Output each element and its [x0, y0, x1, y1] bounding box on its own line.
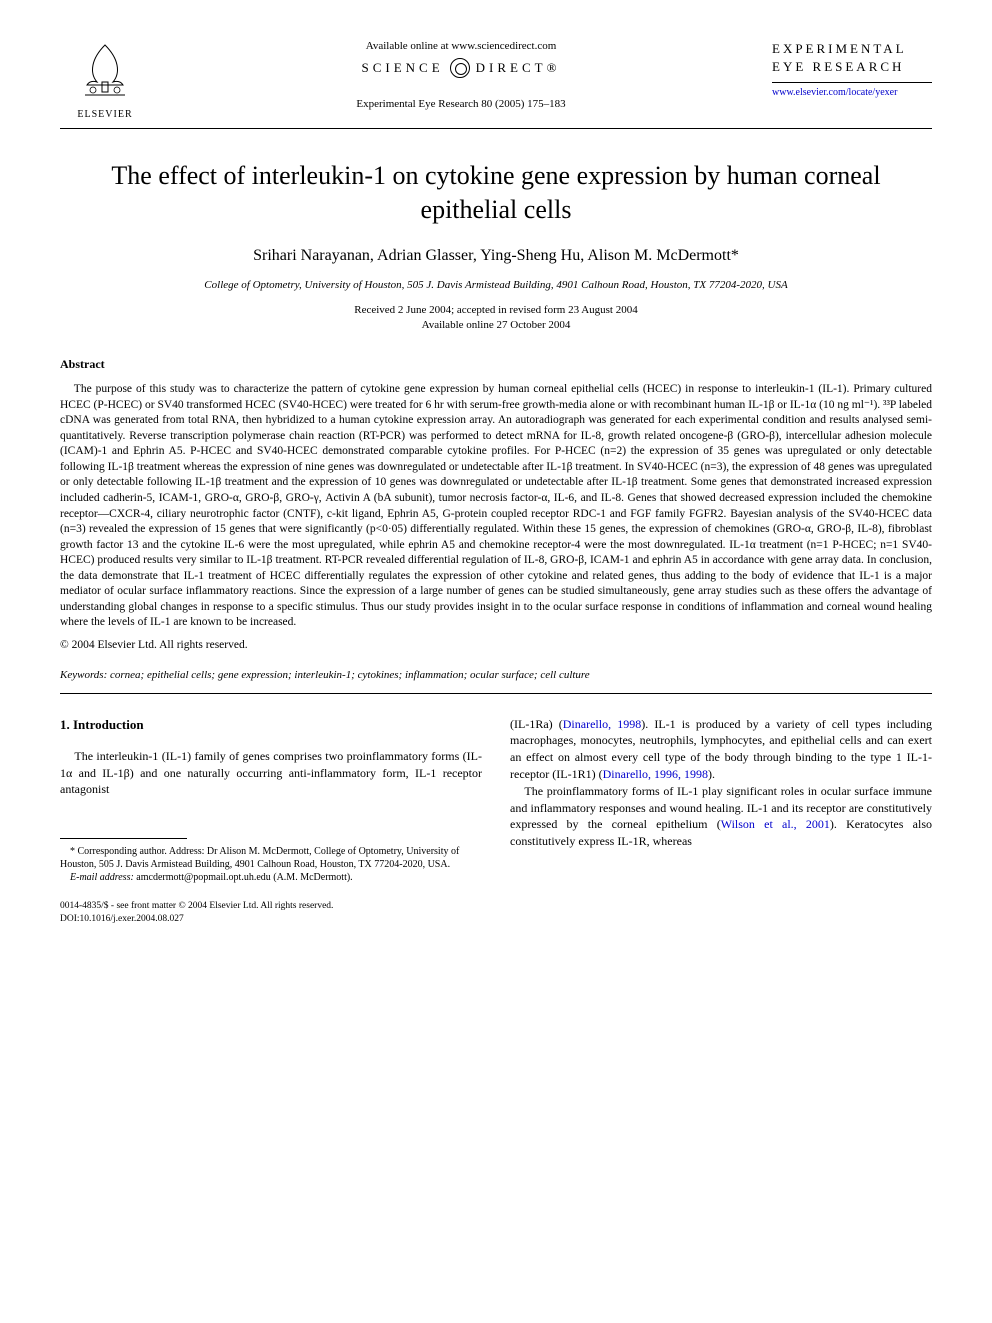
- intro-paragraph-2: The proinflammatory forms of IL-1 play s…: [510, 783, 932, 850]
- citation-link-dinarello-1996-1998[interactable]: Dinarello, 1996, 1998: [603, 767, 708, 781]
- intro-paragraph-1-cont: (IL-1Ra) (Dinarello, 1998). IL-1 is prod…: [510, 716, 932, 783]
- journal-title-line1: EXPERIMENTAL: [772, 40, 932, 58]
- sd-left: SCIENCE: [362, 60, 444, 76]
- left-column: 1. Introduction The interleukin-1 (IL-1)…: [60, 716, 482, 925]
- header-divider: [60, 128, 932, 129]
- article-dates: Received 2 June 2004; accepted in revise…: [60, 303, 932, 334]
- footnote-email: E-mail address: amcdermott@popmail.opt.u…: [60, 871, 482, 884]
- rp1-c: ).: [708, 767, 715, 781]
- citation-link-dinarello-1998[interactable]: Dinarello, 1998: [563, 717, 641, 731]
- issn-line: 0014-4835/$ - see front matter © 2004 El…: [60, 900, 482, 912]
- authors-line: Srihari Narayanan, Adrian Glasser, Ying-…: [60, 247, 932, 265]
- right-column: (IL-1Ra) (Dinarello, 1998). IL-1 is prod…: [510, 716, 932, 925]
- available-online-text: Available online at www.sciencedirect.co…: [150, 40, 772, 52]
- email-label: E-mail address:: [70, 872, 134, 883]
- abstract-divider: [60, 693, 932, 694]
- page-header: ELSEVIER Available online at www.science…: [60, 40, 932, 120]
- footnote-correspondence: * Corresponding author. Address: Dr Alis…: [60, 845, 482, 871]
- keywords-line: Keywords: cornea; epithelial cells; gene…: [60, 669, 932, 681]
- body-columns: 1. Introduction The interleukin-1 (IL-1)…: [60, 716, 932, 925]
- publisher-label: ELSEVIER: [60, 109, 150, 120]
- email-value: amcdermott@popmail.opt.uh.edu (A.M. McDe…: [134, 872, 353, 883]
- journal-title-block: EXPERIMENTAL EYE RESEARCH www.elsevier.c…: [772, 40, 932, 98]
- publisher-logo-block: ELSEVIER: [60, 40, 150, 120]
- footnote-rule: [60, 838, 187, 839]
- sciencedirect-logo: SCIENCE DIRECT®: [362, 58, 561, 78]
- corresponding-author-footnote: * Corresponding author. Address: Dr Alis…: [60, 845, 482, 884]
- citation-link-wilson-2001[interactable]: Wilson et al., 2001: [721, 817, 830, 831]
- keywords-label: Keywords:: [60, 669, 107, 681]
- affiliation: College of Optometry, University of Hous…: [60, 279, 932, 291]
- keywords-text: cornea; epithelial cells; gene expressio…: [107, 669, 589, 681]
- journal-reference: Experimental Eye Research 80 (2005) 175–…: [150, 98, 772, 110]
- rp1-a: (IL-1Ra) (: [510, 717, 563, 731]
- journal-title-line2: EYE RESEARCH: [772, 58, 932, 76]
- journal-title: EXPERIMENTAL EYE RESEARCH: [772, 40, 932, 76]
- journal-homepage-link[interactable]: www.elsevier.com/locate/yexer: [772, 87, 932, 98]
- doi-line: DOI:10.1016/j.exer.2004.08.027: [60, 913, 482, 925]
- center-header: Available online at www.sciencedirect.co…: [150, 40, 772, 110]
- abstract-body: The purpose of this study was to charact…: [60, 382, 932, 630]
- elsevier-tree-icon: [75, 40, 135, 100]
- intro-paragraph-1: The interleukin-1 (IL-1) family of genes…: [60, 748, 482, 798]
- sd-circle-icon: [450, 58, 470, 78]
- sd-right: DIRECT®: [476, 60, 561, 76]
- available-online-date: Available online 27 October 2004: [60, 318, 932, 333]
- article-title: The effect of interleukin-1 on cytokine …: [60, 159, 932, 227]
- received-date: Received 2 June 2004; accepted in revise…: [60, 303, 932, 318]
- bottom-meta: 0014-4835/$ - see front matter © 2004 El…: [60, 900, 482, 925]
- copyright-line: © 2004 Elsevier Ltd. All rights reserved…: [60, 639, 932, 651]
- section-1-heading: 1. Introduction: [60, 716, 482, 734]
- abstract-label: Abstract: [60, 357, 932, 372]
